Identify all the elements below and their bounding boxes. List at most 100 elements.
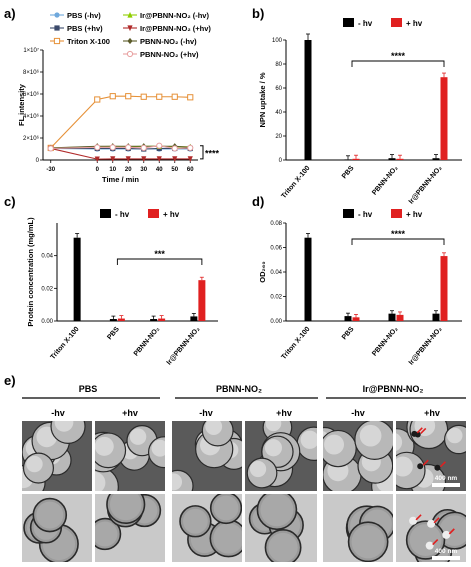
bar <box>432 158 440 160</box>
data-point <box>94 96 101 103</box>
y-tick-label: 0.02 <box>41 286 53 292</box>
x-tick-label: 50 <box>171 167 178 173</box>
tem-image <box>323 494 393 562</box>
tem-image <box>245 494 317 562</box>
legend-swatch-marker <box>53 37 61 45</box>
data-point <box>109 93 116 100</box>
cell-highlight <box>205 421 223 435</box>
y-tick-label: 0.08 <box>270 221 282 227</box>
data-point <box>156 93 163 100</box>
data-point <box>110 156 116 162</box>
tem-image <box>172 494 242 562</box>
cell-interior <box>183 508 208 534</box>
cell-interior <box>409 524 442 556</box>
significance-label: **** <box>205 148 220 158</box>
chart-c: 0.00 0.02 0.04 Triton X-100 PBS PBNN-NO₂ Ir@PB… <box>26 209 218 367</box>
bar <box>304 40 312 160</box>
legend-label: + hv <box>406 19 423 28</box>
cell-highlight <box>359 424 382 447</box>
chart-b: 0 20 40 60 80 100 Triton X-100 PBS PBNN-NO₂ Ir@PB… <box>258 18 462 206</box>
bar <box>190 316 198 321</box>
cell-highlight <box>324 434 345 455</box>
legend-swatch-marker <box>54 12 60 18</box>
tem-panel: PBS PBNN-NO₂ Ir@PBNN-NO₂ -hv +hv -hv +hv… <box>22 384 466 562</box>
cell-interior <box>260 494 294 527</box>
x-category-label: PBNN-NO₂ <box>371 165 399 197</box>
y-tick-label: 1×10⁷ <box>23 47 39 54</box>
damage-hole <box>425 541 434 550</box>
y-axis-title: FL intensity <box>17 83 26 126</box>
y-tick-label: 0 <box>279 158 283 164</box>
bar <box>352 158 360 160</box>
damage-hole <box>442 530 451 539</box>
data-point <box>125 93 132 100</box>
cell-interior <box>36 501 64 529</box>
legend-swatch <box>343 209 354 218</box>
y-tick-label: 2×10⁶ <box>23 135 40 142</box>
tem-image <box>22 494 92 562</box>
y-tick-label: 100 <box>272 38 283 44</box>
legend-label: PBS (-hv) <box>67 11 101 20</box>
legend-swatch <box>391 18 402 27</box>
bar <box>440 256 448 321</box>
cell-highlight <box>129 428 147 445</box>
cell-interior <box>95 521 118 547</box>
tem-image <box>95 494 165 562</box>
damage-arrow <box>420 427 427 435</box>
data-point <box>141 156 147 162</box>
y-tick-label: 0 <box>36 158 40 164</box>
tem-condition-label: -hv <box>199 408 213 418</box>
scale-bar <box>432 483 460 487</box>
bar <box>198 280 206 321</box>
cell-highlight <box>95 471 106 491</box>
tem-condition-label: +hv <box>424 408 440 418</box>
tem-group-title: PBNN-NO₂ <box>216 384 262 394</box>
x-category-label: Ir@PBNN-NO₂ <box>166 326 202 367</box>
bar <box>432 313 440 321</box>
cell-highlight <box>396 456 413 477</box>
y-tick-label: 8×10⁶ <box>23 69 40 76</box>
bar <box>150 319 158 321</box>
cell-highlight <box>265 421 282 432</box>
x-category-label: Triton X-100 <box>50 326 81 361</box>
data-point <box>187 94 194 101</box>
cell-interior <box>213 523 242 554</box>
bar <box>117 318 125 321</box>
bar <box>352 317 360 321</box>
cell-highlight <box>95 436 114 456</box>
significance-label: **** <box>391 51 406 61</box>
x-tick-label: 10 <box>109 167 116 173</box>
tem-group-title: PBS <box>79 384 98 394</box>
tem-image <box>396 421 466 491</box>
significance-label: **** <box>391 229 406 239</box>
tem-condition-label: +hv <box>122 408 138 418</box>
x-category-label: Triton X-100 <box>280 165 311 200</box>
data-point <box>156 156 162 162</box>
tem-image <box>396 494 466 562</box>
data-point <box>171 145 178 152</box>
x-category-label: Ir@PBNN-NO₂ <box>408 165 444 206</box>
bar <box>304 237 312 321</box>
x-category-label: PBS <box>106 326 121 342</box>
cell-interior <box>213 495 239 521</box>
legend-label: - hv <box>358 210 373 219</box>
series-line <box>50 147 191 160</box>
x-category-label: Ir@PBNN-NO₂ <box>408 326 444 367</box>
x-tick-label: 0 <box>96 167 100 173</box>
cell-highlight <box>151 439 165 457</box>
legend-label: + hv <box>406 210 423 219</box>
panel-c-label: c) <box>4 194 16 209</box>
significance-bracket <box>351 238 445 245</box>
data-point <box>171 93 178 100</box>
y-tick-label: 0.06 <box>270 246 282 252</box>
damage-hole <box>427 519 436 528</box>
legend-swatch <box>148 209 159 218</box>
data-point <box>156 142 163 149</box>
significance-bracket <box>116 258 203 265</box>
damage-arrow <box>422 459 429 466</box>
damage-arrow <box>433 517 440 524</box>
x-tick-label: -30 <box>46 167 55 173</box>
significance-bracket <box>200 145 204 160</box>
panel-b-label: b) <box>252 6 264 21</box>
panel-e-label: e) <box>4 373 16 388</box>
